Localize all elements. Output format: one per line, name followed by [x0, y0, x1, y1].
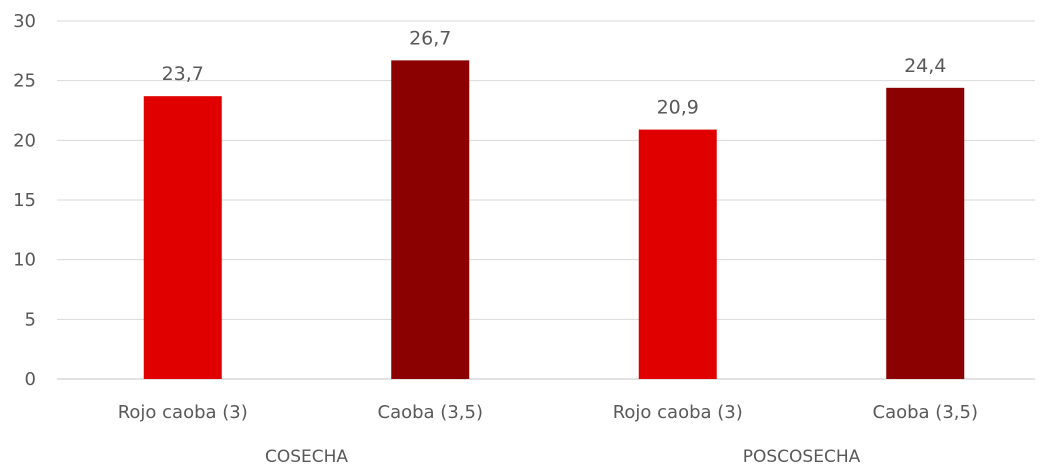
category-label: Caoba (3,5) — [873, 402, 978, 423]
data-label: 26,7 — [409, 27, 451, 49]
category-label: Caoba (3,5) — [378, 402, 483, 423]
category-labels: Rojo caoba (3) Caoba (3,5) Rojo caoba (3) C… — [118, 402, 978, 423]
y-tick-label: 20 — [13, 130, 36, 151]
group-label: POSCOSECHA — [743, 447, 861, 465]
data-labels: 23,7 26,7 20,9 24,4 — [162, 27, 947, 118]
category-label: Rojo caoba (3) — [118, 402, 248, 423]
bar — [391, 60, 470, 379]
category-label: Rojo caoba (3) — [613, 402, 743, 423]
y-tick-label: 10 — [13, 250, 36, 271]
bars — [143, 60, 965, 380]
bar — [886, 87, 965, 380]
bar — [638, 129, 717, 379]
group-labels: COSECHA POSCOSECHA — [265, 447, 861, 467]
data-label: 24,4 — [904, 55, 946, 77]
y-tick-label: 30 — [13, 11, 36, 32]
data-label: 23,7 — [162, 63, 204, 85]
data-label: 20,9 — [657, 97, 699, 119]
y-axis-ticks: 0 5 10 15 20 25 30 — [13, 11, 36, 390]
y-tick-label: 5 — [25, 309, 36, 330]
y-tick-label: 0 — [25, 369, 36, 390]
group-label: COSECHA — [265, 447, 348, 465]
y-tick-label: 15 — [13, 190, 36, 211]
bar — [143, 96, 222, 380]
y-tick-label: 25 — [13, 71, 36, 92]
